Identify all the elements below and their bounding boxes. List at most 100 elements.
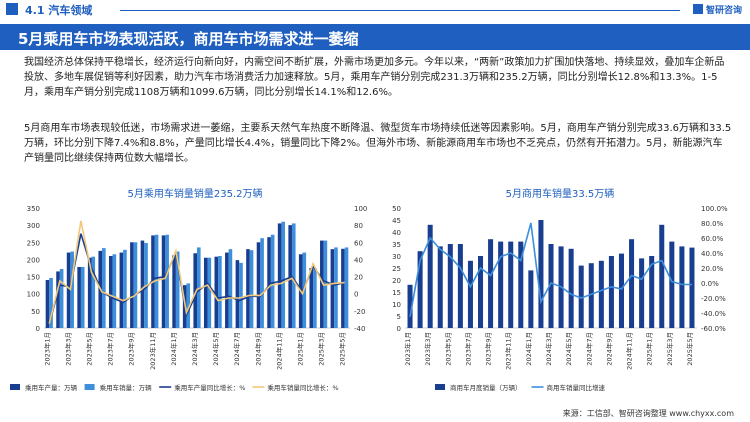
bar <box>679 246 685 328</box>
bar <box>588 263 594 328</box>
y-left-tick-label: 0 <box>397 325 401 333</box>
x-tick-label: 2024年7月 <box>232 332 241 366</box>
legend-label: 乘用车产量：万辆 <box>25 383 78 392</box>
y-right-tick-label: 60 <box>354 239 363 247</box>
bar <box>112 254 117 328</box>
bar <box>91 256 96 328</box>
bar <box>518 241 524 328</box>
bar <box>309 268 314 328</box>
bar <box>214 256 219 328</box>
bar <box>56 271 60 328</box>
legend-label: 商用车销量同比增速 <box>547 383 606 392</box>
section-title: 4.1 汽车领域 <box>25 4 93 17</box>
legend-label: 乘用车产量同比增长：% <box>174 383 245 392</box>
bar <box>77 266 81 328</box>
bar <box>225 252 229 328</box>
y-right-tick-label: 80 <box>354 222 363 230</box>
y-left-tick-label: 15 <box>392 289 401 297</box>
legend-swatch <box>84 384 95 390</box>
x-tick-label: 2023年1月 <box>42 332 51 366</box>
series-line <box>48 220 345 324</box>
x-tick-label: 2025年3月 <box>317 332 326 366</box>
x-tick-label: 2023年11月 <box>504 332 513 370</box>
x-tick-label: 2024年11月 <box>625 332 634 370</box>
bar <box>407 284 413 328</box>
y-left-tick-label: 100 <box>27 291 40 299</box>
title-banner: 5月乘用车市场表现活跃，商用车市场需求进一萎缩 <box>0 24 750 50</box>
legend-label: 乘用车销量：万辆 <box>100 383 153 392</box>
x-tick-label: 2024年5月 <box>564 332 573 366</box>
bar <box>467 260 473 328</box>
bar <box>218 256 222 328</box>
bar <box>186 283 191 328</box>
y-left-tick-label: 50 <box>392 205 401 213</box>
y-right-tick-label: 100.0% <box>701 205 728 213</box>
bar <box>193 253 197 328</box>
x-tick-label: 2024年1月 <box>169 332 178 366</box>
bar <box>123 249 127 328</box>
x-tick-label: 2023年3月 <box>63 332 72 366</box>
bar <box>437 246 443 328</box>
y-right-tick-label: 40 <box>354 256 363 264</box>
bar <box>133 242 138 328</box>
y-left-tick-label: 0 <box>36 325 40 333</box>
bar <box>119 252 124 328</box>
chart2-title: 5月商用车销量33.5万辆 <box>505 189 615 200</box>
y-left-tick-label: 20 <box>392 277 401 285</box>
x-tick-label: 2024年9月 <box>253 332 262 366</box>
bar <box>235 260 240 328</box>
x-tick-label: 2023年7月 <box>463 332 472 366</box>
bar <box>172 255 176 328</box>
y-right-tick-label: -20 <box>354 308 365 316</box>
bar <box>334 247 338 328</box>
y-right-tick-label: 20.0% <box>701 265 724 273</box>
bar <box>161 235 166 328</box>
brand-logo: 智研咨询 <box>692 3 742 16</box>
bar <box>669 241 675 328</box>
legend-label: 商用车月度销量（万辆） <box>450 383 522 392</box>
x-tick-label: 2025年1月 <box>645 332 654 366</box>
x-tick-label: 2023年5月 <box>443 332 452 366</box>
bar <box>246 249 250 328</box>
bar <box>277 223 282 328</box>
x-tick-label: 2023年11月 <box>148 332 157 370</box>
x-tick-label: 2023年9月 <box>127 332 136 366</box>
bar <box>165 234 169 328</box>
bar <box>498 241 504 328</box>
x-tick-label: 2024年3月 <box>190 332 199 366</box>
header-divider <box>120 10 680 11</box>
bar <box>417 251 423 328</box>
bar <box>175 251 180 328</box>
bar <box>270 234 275 328</box>
y-left-tick-label: 45 <box>392 217 401 225</box>
bar <box>66 252 71 328</box>
bar <box>256 242 261 328</box>
y-left-tick-label: 200 <box>27 256 40 264</box>
y-right-tick-label: -20.0% <box>701 295 726 303</box>
bar <box>341 248 345 328</box>
bar <box>87 257 92 328</box>
bar <box>207 257 212 328</box>
y-right-tick-label: -60.0% <box>701 325 726 333</box>
y-left-tick-label: 250 <box>27 239 40 247</box>
bar <box>203 257 208 328</box>
bar <box>508 241 514 328</box>
paragraph-passenger-cars: 我国经济总体保持平稳增长，经济运行向新向好，内需空间不断扩展，外需市场更加多元。… <box>24 57 725 98</box>
bar <box>239 262 243 328</box>
bar <box>320 240 324 328</box>
bar <box>659 224 665 328</box>
bar <box>102 248 106 328</box>
bar <box>59 269 64 328</box>
x-tick-label: 2023年1月 <box>403 332 412 366</box>
y-left-tick-label: 300 <box>27 222 40 230</box>
x-tick-label: 2023年5月 <box>84 332 93 366</box>
y-right-tick-label: 40.0% <box>701 250 724 258</box>
bar <box>45 280 50 328</box>
bar <box>260 238 264 328</box>
x-tick-label: 2023年7月 <box>106 332 115 366</box>
bar <box>49 277 53 328</box>
x-tick-label: 2025年5月 <box>685 332 694 366</box>
legend-swatch <box>435 384 445 390</box>
y-left-tick-label: 25 <box>392 265 401 273</box>
x-tick-label: 2023年3月 <box>423 332 432 366</box>
